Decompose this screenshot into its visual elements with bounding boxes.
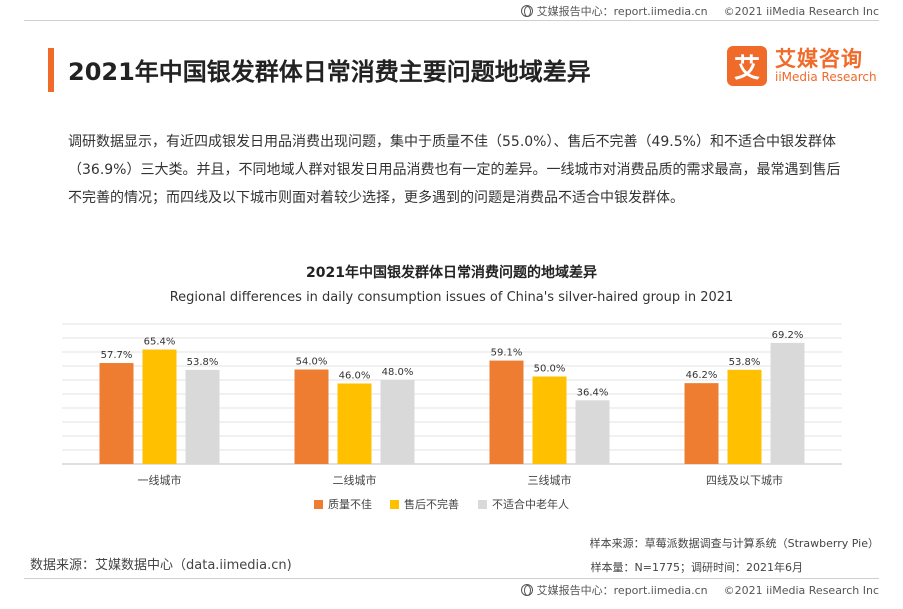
bar — [294, 369, 329, 464]
bar — [142, 349, 177, 464]
legend-swatch — [478, 500, 487, 509]
header-copyright: ©2021 iiMedia Research Inc — [723, 4, 879, 18]
data-label: 50.0% — [534, 364, 566, 375]
data-label: 36.4% — [577, 387, 609, 398]
data-label: 65.4% — [144, 337, 176, 348]
bar — [99, 363, 134, 464]
bar — [337, 383, 372, 464]
globe-icon — [520, 584, 533, 596]
bar — [380, 380, 415, 464]
bar — [727, 369, 762, 464]
data-label: 59.1% — [491, 348, 523, 359]
legend-label: 质量不佳 — [328, 497, 372, 511]
header-divider — [24, 20, 879, 21]
header-source-label[interactable]: 艾媒报告中心：report.iimedia.cn — [536, 5, 708, 18]
data-label: 53.8% — [729, 357, 761, 368]
data-label: 46.0% — [339, 371, 371, 382]
bar — [532, 376, 567, 464]
x-tick-label: 一线城市 — [138, 473, 182, 487]
page-title: 2021年中国银发群体日常消费主要问题地域差异 — [68, 58, 591, 86]
legend-label: 不适合中老年人 — [492, 497, 569, 511]
footer-source-label[interactable]: 艾媒报告中心：report.iimedia.cn — [536, 584, 708, 597]
footer-bar: 艾媒报告中心：report.iimedia.cn ©2021 iiMedia R… — [24, 583, 879, 597]
logo-mark-icon: 艾 — [727, 46, 767, 86]
chart-subtitle: Regional differences in daily consumptio… — [169, 290, 734, 305]
data-label: 69.2% — [772, 330, 804, 341]
sample-source: 样本来源：草莓派数据调查与计算系统（Strawberry Pie） — [589, 537, 879, 550]
bar — [770, 342, 805, 464]
globe-icon — [520, 5, 533, 17]
data-label: 53.8% — [187, 357, 219, 368]
logo-name-en: iiMedia Research — [775, 69, 877, 84]
logo-name-cn: 艾媒咨询 — [775, 46, 863, 71]
legend-swatch — [314, 500, 323, 509]
summary-paragraph: 调研数据显示，有近四成银发日用品消费出现问题，集中于质量不佳（55.0%）、售后… — [68, 134, 841, 206]
data-label: 57.7% — [101, 350, 133, 361]
x-tick-label: 四线及以下城市 — [706, 473, 783, 487]
footer-copyright: ©2021 iiMedia Research Inc — [723, 583, 879, 597]
bar — [575, 400, 610, 464]
bar-chart: 57.7% 65.4% 53.8% 一线城市 54.0% 46.0% 48.0% 二线城市 59… — [62, 323, 842, 511]
sample-size: 样本量：N=1775；调研时间：2021年6月 — [590, 561, 803, 574]
data-label: 46.2% — [686, 370, 718, 381]
title-accent-bar — [48, 48, 54, 92]
header-bar: 艾媒报告中心：report.iimedia.cn ©2021 iiMedia R… — [24, 4, 879, 18]
data-label: 54.0% — [296, 357, 328, 368]
bar — [684, 383, 719, 464]
legend-swatch — [390, 500, 399, 509]
legend-label: 售后不完善 — [404, 497, 459, 511]
brand-logo: 艾 艾媒咨询 iiMedia Research — [727, 46, 877, 86]
bar — [185, 369, 220, 464]
footer-divider — [24, 578, 879, 579]
x-tick-label: 三线城市 — [528, 473, 572, 487]
bar — [489, 360, 524, 464]
data-label: 48.0% — [382, 367, 414, 378]
chart-title: 2021年中国银发群体日常消费问题的地域差异 — [306, 265, 597, 281]
data-source: 数据来源：艾媒数据中心（data.iimedia.cn) — [30, 558, 292, 573]
x-tick-label: 二线城市 — [333, 473, 377, 487]
